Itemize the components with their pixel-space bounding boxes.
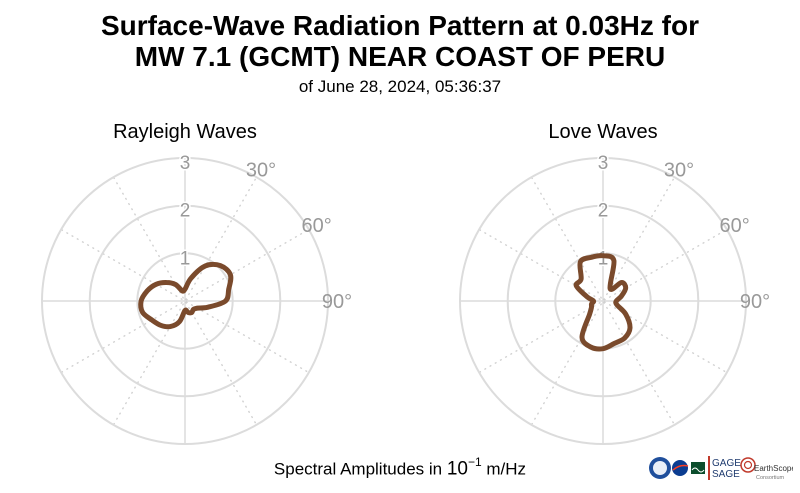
chart-subtitle: of June 28, 2024, 05:36:37 <box>298 77 502 96</box>
radiation-pattern-line <box>138 261 234 330</box>
angle-tick-label: 90° <box>740 291 770 313</box>
angle-tick-label: 60° <box>301 215 331 237</box>
units-prefix: Spectral Amplitudes in <box>273 459 447 479</box>
radial-tick-label: 2 <box>180 201 191 222</box>
grid-circle <box>459 157 747 445</box>
sponsor-logos: GAGE SAGE EarthScope Consortium <box>649 456 793 481</box>
polar-plot-title: Love Waves <box>548 121 657 143</box>
nsf-logo <box>649 457 671 479</box>
radiation-pattern-line <box>573 253 633 352</box>
chart-title-line2: MW 7.1 (GCMT) NEAR COAST OF PERU <box>134 41 666 72</box>
angle-tick-label: 90° <box>322 291 352 313</box>
units-suffix: m/Hz <box>481 459 527 479</box>
amplitude-units-caption: Spectral Amplitudes in 10−1 m/Hz <box>0 452 800 482</box>
grid-circle <box>88 204 282 398</box>
grid-circle <box>41 157 329 445</box>
radial-tick-label: 3 <box>180 153 191 174</box>
radial-tick-label: 2 <box>598 201 609 222</box>
earthscope-logo: EarthScope Consortium <box>740 457 793 481</box>
earthscope-subtext: Consortium <box>756 475 785 481</box>
units-base: 10 <box>446 458 468 480</box>
earthscope-text: EarthScope <box>754 464 793 473</box>
sage-text: SAGE <box>712 469 740 480</box>
angle-tick-label: 60° <box>719 215 749 237</box>
grid-circle <box>136 252 234 350</box>
chart-title-line1: Surface-Wave Radiation Pattern at 0.03Hz… <box>100 10 699 41</box>
nasa-logo <box>672 460 689 476</box>
gage-text: GAGE <box>712 458 741 469</box>
units-exponent: −1 <box>467 455 482 469</box>
polar-plot-title: Rayleigh Waves <box>113 121 257 143</box>
angle-tick-label: 30° <box>664 159 694 181</box>
gage-sage-logo: GAGE SAGE <box>708 456 741 480</box>
grid-circle <box>506 204 700 398</box>
radial-tick-label: 1 <box>598 248 609 269</box>
radial-tick-label: 1 <box>180 248 191 269</box>
angle-tick-label: 30° <box>246 159 276 181</box>
radial-tick-label: 3 <box>598 153 609 174</box>
usgs-logo <box>691 462 705 474</box>
